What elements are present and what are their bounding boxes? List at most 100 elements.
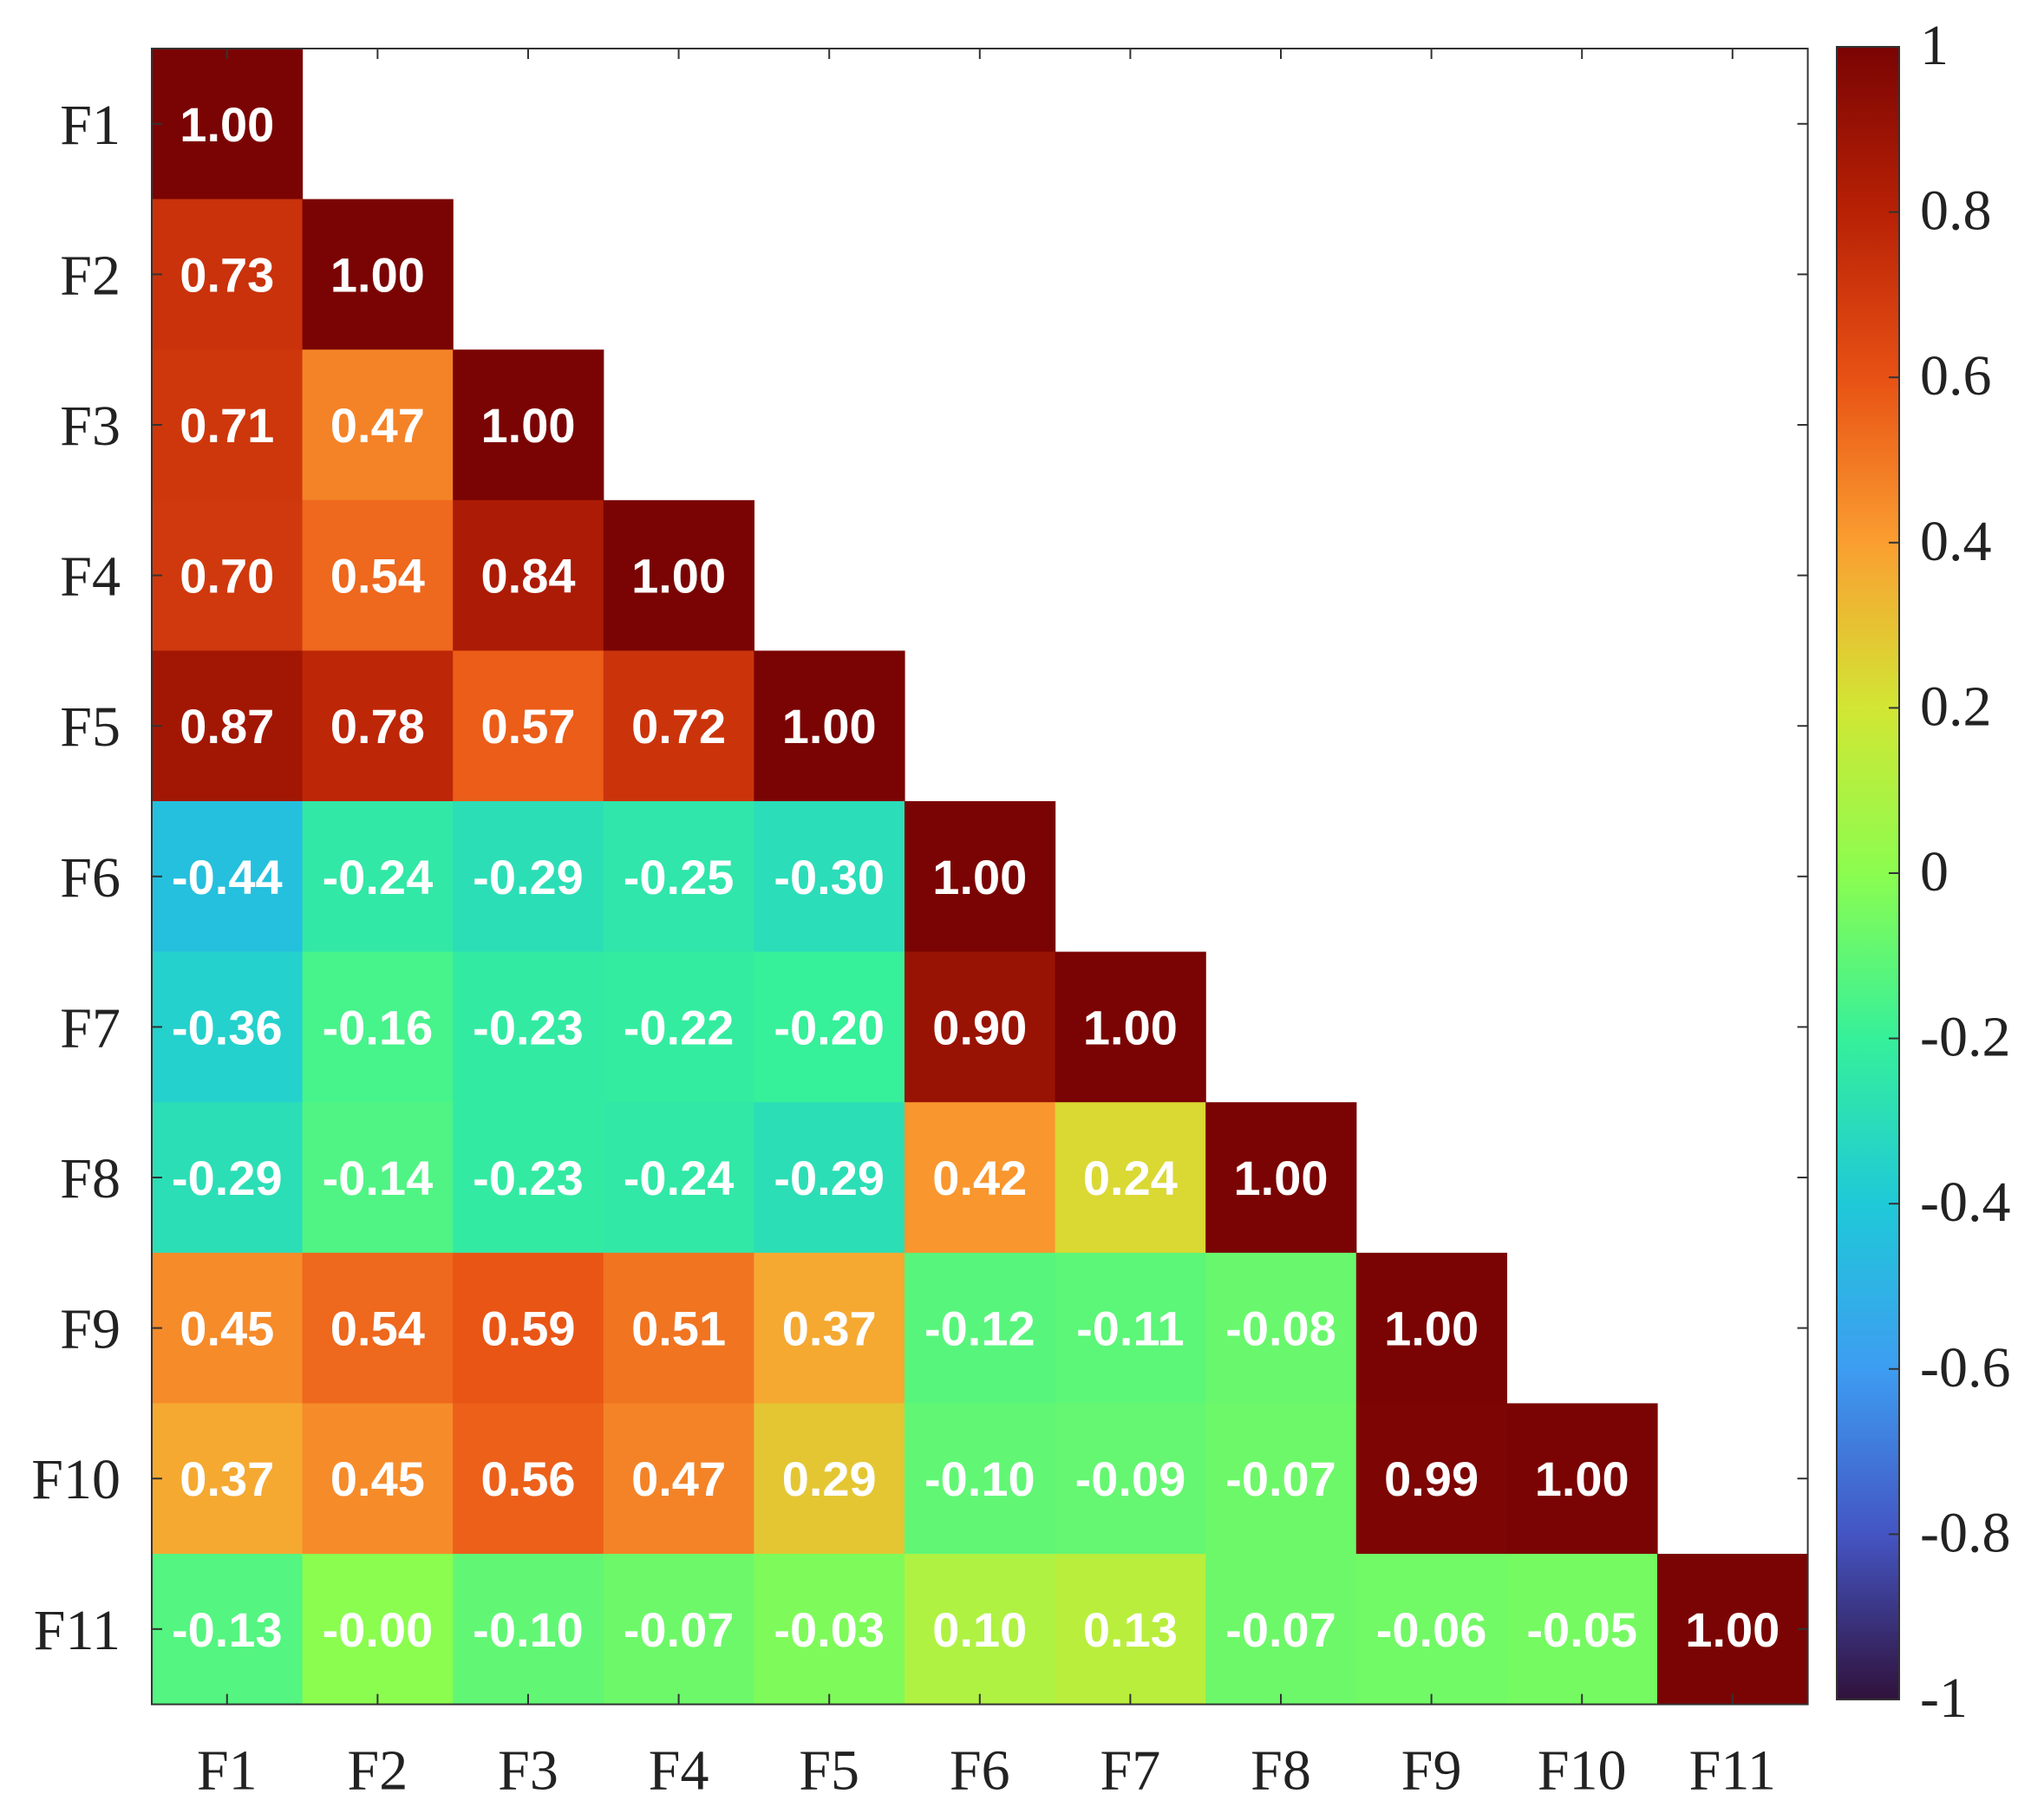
heatmap-cell-f3-f1 xyxy=(152,349,304,501)
heatmap-cell-f7-f4 xyxy=(603,951,754,1103)
heatmap-cell-f7-f5 xyxy=(754,951,905,1103)
cell-value-label: -0.10 xyxy=(924,1451,1035,1506)
x-tick-label-f5: F5 xyxy=(799,1739,859,1803)
cell-value-label: 0.42 xyxy=(932,1151,1027,1205)
heatmap-cell-f8-f4 xyxy=(603,1102,754,1254)
colorbar-tick-label: 1 xyxy=(1920,14,1949,77)
cell-value-label: -0.23 xyxy=(473,1000,584,1054)
heatmap-cell-f8-f7 xyxy=(1055,1102,1206,1254)
colorbar-tick-label: -0.6 xyxy=(1920,1336,2010,1399)
heatmap-cell-f10-f8 xyxy=(1205,1403,1357,1555)
heatmap-cell-f3-f3 xyxy=(453,349,604,501)
cell-value-label: 1.00 xyxy=(631,549,726,603)
heatmap-cell-f8-f1 xyxy=(152,1102,304,1254)
heatmap-cell-f6-f3 xyxy=(453,801,604,953)
cell-value-label: -0.36 xyxy=(172,1000,283,1054)
cell-value-label: 1.00 xyxy=(932,850,1027,904)
heatmap-cell-f8-f6 xyxy=(904,1102,1056,1254)
heatmap-cell-f3-f2 xyxy=(302,349,454,501)
heatmap-cell-f9-f6 xyxy=(904,1252,1056,1404)
cell-value-label: -0.16 xyxy=(323,1000,434,1054)
heatmap-cell-f8-f3 xyxy=(453,1102,604,1254)
colorbar-tick-label: 0 xyxy=(1920,840,1949,903)
cell-value-label: -0.11 xyxy=(1076,1301,1185,1356)
cell-value-label: -0.29 xyxy=(774,1151,885,1205)
cell-value-label: 0.72 xyxy=(631,699,726,753)
heatmap-cell-f11-f1 xyxy=(152,1554,304,1706)
heatmap-cell-f9-f5 xyxy=(754,1252,905,1404)
heatmap-cell-f8-f5 xyxy=(754,1102,905,1254)
cell-value-label: 0.29 xyxy=(782,1451,877,1506)
cell-value-label: 0.10 xyxy=(932,1602,1027,1657)
cell-value-label: 1.00 xyxy=(330,247,425,302)
cell-value-label: -0.07 xyxy=(1225,1451,1336,1506)
y-tick-label-f9: F9 xyxy=(60,1298,121,1361)
colorbar-tick-label: 0.2 xyxy=(1920,675,1992,738)
heatmap-cell-f11-f8 xyxy=(1205,1554,1357,1706)
heatmap-cell-f10-f10 xyxy=(1506,1403,1658,1555)
x-tick-label-f11: F11 xyxy=(1689,1739,1776,1803)
cell-value-label: -0.07 xyxy=(1225,1602,1336,1657)
cell-value-label: 0.51 xyxy=(631,1301,726,1356)
cell-value-label: -0.30 xyxy=(774,850,885,904)
heatmap-cell-f10-f1 xyxy=(152,1403,304,1555)
y-tick-label-f1: F1 xyxy=(60,94,121,157)
cell-value-label: 0.70 xyxy=(180,549,274,603)
heatmap-cell-f10-f9 xyxy=(1355,1403,1507,1555)
cell-value-label: 1.00 xyxy=(481,398,576,453)
x-tick-label-f4: F4 xyxy=(649,1739,709,1803)
cell-value-label: 0.84 xyxy=(481,549,576,603)
heatmap-cell-f11-f2 xyxy=(302,1554,454,1706)
heatmap-cell-f11-f11 xyxy=(1657,1554,1809,1706)
x-tick-label-f1: F1 xyxy=(197,1739,258,1803)
heatmap-cell-f7-f3 xyxy=(453,951,604,1103)
y-tick-label-f4: F4 xyxy=(60,545,121,609)
x-tick-label-f2: F2 xyxy=(348,1739,408,1803)
heatmap-cell-f2-f1 xyxy=(152,199,304,350)
colorbar: 1 0.8 0.6 0.4 0.2 0 -0.2 -0.4 -0.6 -0.8 -1 xyxy=(1836,14,2010,1730)
colorbar-tick-label: 0.6 xyxy=(1920,344,1992,408)
cell-value-label: -0.22 xyxy=(624,1000,735,1054)
heatmap-cell-f9-f2 xyxy=(302,1252,454,1404)
cell-value-label: 0.37 xyxy=(180,1451,274,1506)
colorbar-tick-label: 0.8 xyxy=(1920,179,1992,243)
cell-value-label: 0.57 xyxy=(481,699,576,753)
cell-value-label: -0.13 xyxy=(172,1602,283,1657)
cell-value-label: -0.24 xyxy=(624,1151,735,1205)
cell-value-label: -0.29 xyxy=(172,1151,283,1205)
cell-value-label: -0.05 xyxy=(1526,1602,1637,1657)
x-axis-tick-labels: F1 F2 F3 F4 F5 F6 F7 F8 F9 F10 F11 xyxy=(197,1739,1776,1803)
heatmap-cell-f10-f2 xyxy=(302,1403,454,1555)
colorbar-tick-label: -0.8 xyxy=(1920,1501,2010,1564)
heatmap-cell-f10-f3 xyxy=(453,1403,604,1555)
heatmap-cell-f9-f7 xyxy=(1055,1252,1206,1404)
heatmap-cells: 1.00 0.73 1.00 0.71 0.47 1.00 0.70 0.54 0.84 1.00… xyxy=(152,49,1809,1706)
cell-value-label: -0.08 xyxy=(1225,1301,1336,1356)
heatmap-cell-f10-f7 xyxy=(1055,1403,1206,1555)
colorbar-tick-label: -1 xyxy=(1920,1667,1968,1730)
y-tick-label-f11: F11 xyxy=(34,1599,121,1662)
x-tick-label-f10: F10 xyxy=(1538,1739,1627,1803)
heatmap-cell-f5-f5 xyxy=(754,650,905,802)
heatmap-cell-f6-f1 xyxy=(152,801,304,953)
cell-value-label: 0.45 xyxy=(330,1451,425,1506)
y-tick-label-f8: F8 xyxy=(60,1147,121,1210)
heatmap-cell-f11-f5 xyxy=(754,1554,905,1706)
heatmap-cell-f5-f4 xyxy=(603,650,754,802)
cell-value-label: 0.78 xyxy=(330,699,425,753)
cell-value-label: -0.07 xyxy=(624,1602,735,1657)
cell-value-label: -0.03 xyxy=(774,1602,885,1657)
cell-value-label: -0.12 xyxy=(924,1301,1035,1356)
axis-ticks xyxy=(152,49,1808,1705)
heatmap-cell-f11-f9 xyxy=(1355,1554,1507,1706)
heatmap-cell-f8-f2 xyxy=(302,1102,454,1254)
heatmap-cell-f11-f7 xyxy=(1055,1554,1206,1706)
cell-value-label: 1.00 xyxy=(180,97,274,152)
heatmap-cell-f9-f3 xyxy=(453,1252,604,1404)
heatmap-cell-f10-f4 xyxy=(603,1403,754,1555)
cell-value-label: -0.14 xyxy=(323,1151,434,1205)
cell-value-label: -0.24 xyxy=(323,850,434,904)
x-tick-label-f9: F9 xyxy=(1401,1739,1462,1803)
cell-value-label: 0.47 xyxy=(330,398,425,453)
cell-value-label: 0.47 xyxy=(631,1451,726,1506)
